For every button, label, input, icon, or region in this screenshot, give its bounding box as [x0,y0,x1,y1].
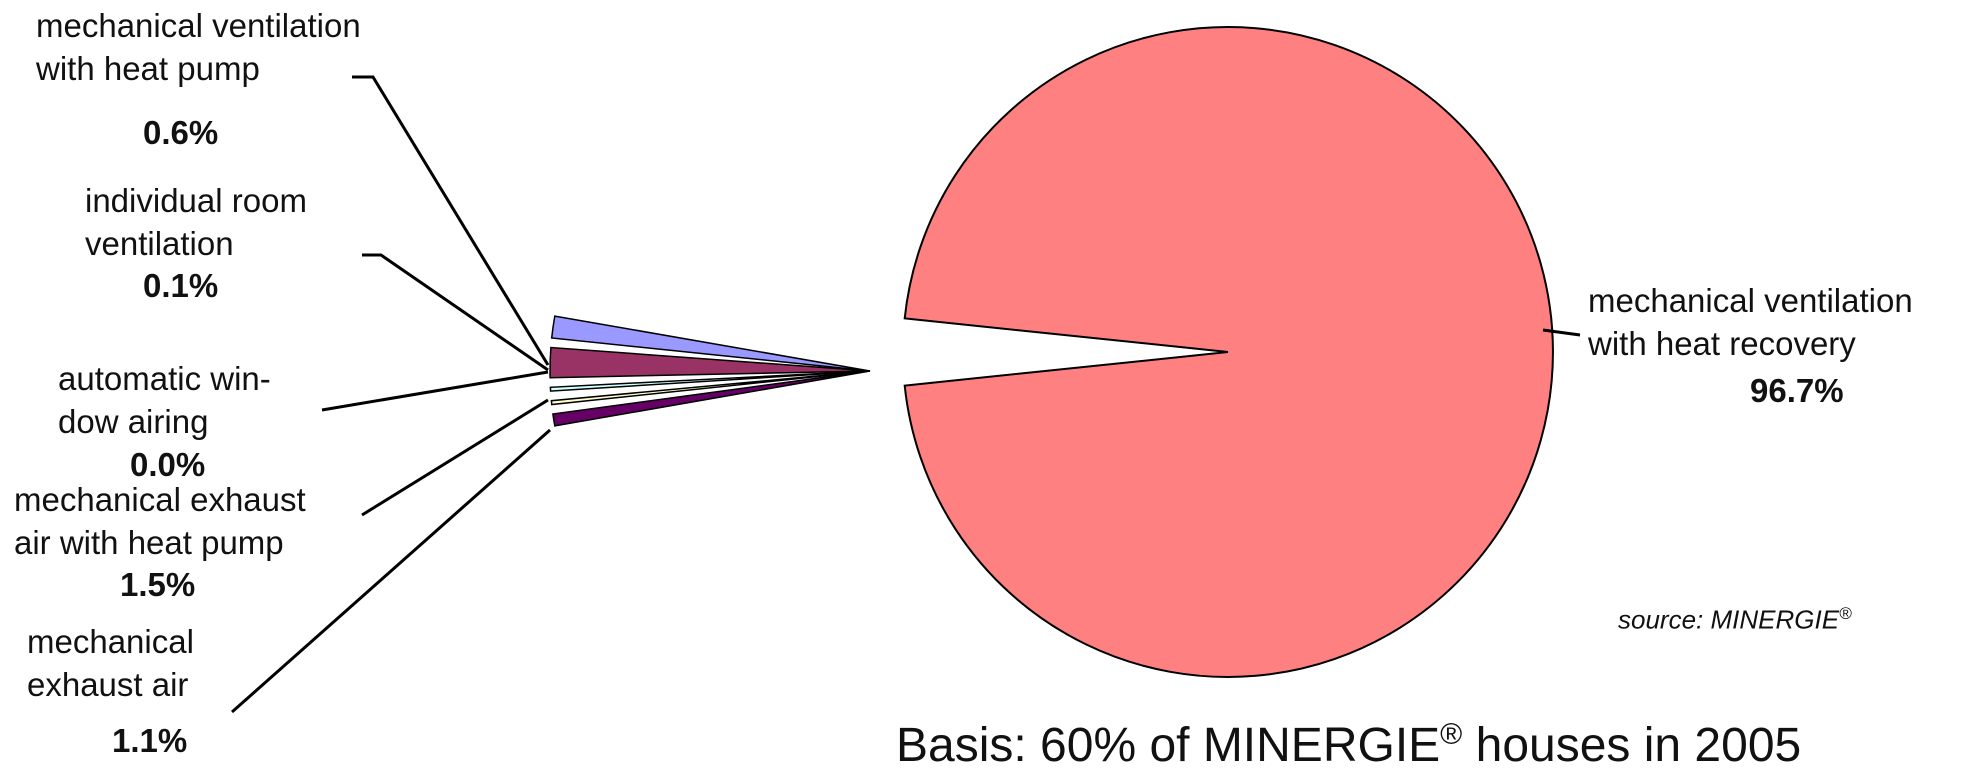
pie-slice-mechanical-exhaust-air-heat-pump [549,346,871,379]
basis-prefix: Basis: 60% of MINERGIE [896,719,1441,772]
value-automatic-window-airing: 0.0% [130,446,206,483]
source-registered-mark: ® [1839,604,1852,623]
label-automatic-window-airing: automatic win- dow airing [58,360,271,440]
basis-suffix: houses in 2005 [1462,719,1802,772]
pie-slice-mechanical-ventilation-heat-recovery [903,26,1554,678]
source-text: source: MINERGIE [1618,604,1840,635]
basis-caption: Basis: 60% of MINERGIE® houses in 2005 [896,718,1801,773]
value-mechanical-exhaust-air: 1.1% [112,722,188,759]
value-mechanical-ventilation-heat-recovery: 96.7% [1750,372,1844,409]
label-mechanical-exhaust-air: mechanical exhaust air [27,623,194,703]
label-mechanical-ventilation-heat-recovery: mechanical ventilation with heat recover… [1588,282,1913,362]
pie-slice-automatic-window-airing [549,370,871,392]
label-mechanical-exhaust-air-heat-pump: mechanical exhaust air with heat pump [14,481,306,561]
leader-line-exhaust-air [231,428,551,714]
value-mechanical-ventilation-heat-pump: 0.6% [143,114,219,151]
pie-slice-mechanical-exhaust-air [550,315,871,372]
value-mechanical-exhaust-air-heat-pump: 1.5% [120,566,196,603]
pie-slice-mechanical-ventilation-heat-pump [552,370,871,427]
basis-registered-mark: ® [1440,718,1463,751]
leader-line-exhaust-heat-pump [361,398,549,517]
label-mechanical-ventilation-heat-pump: mechanical ventilation with heat pump [36,7,361,87]
leader-line-window-airing [321,370,549,412]
leader-line-heat-pump [352,75,550,366]
leader-line-heat-recovery [1542,328,1581,337]
source-note: source: MINERGIE® [1618,604,1852,636]
pie-slice-individual-room-ventilation [550,370,871,406]
leader-line-room-ventilation [362,253,549,372]
value-individual-room-ventilation: 0.1% [143,267,219,304]
label-individual-room-ventilation: individual room ventilation [85,182,307,262]
